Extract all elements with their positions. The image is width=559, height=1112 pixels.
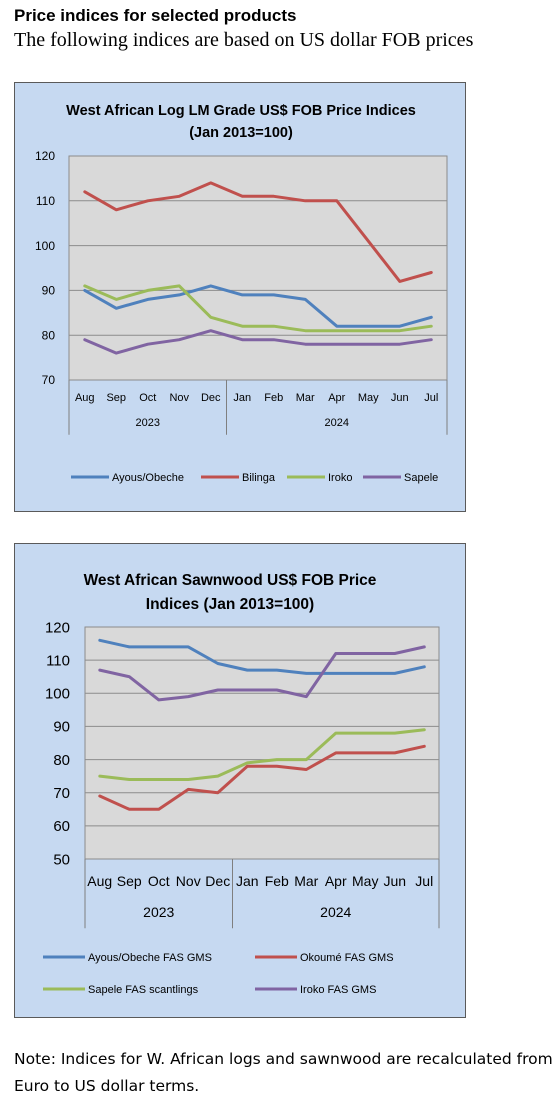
- x-tick-label: Nov: [169, 392, 189, 404]
- sawnwood-price-chart-svg: West African Sawnwood US$ FOB Price Indic…: [43, 572, 440, 996]
- series-line: [83, 284, 433, 333]
- y-tick-label: 60: [53, 818, 70, 835]
- legend-label: Ayous/Obeche: [112, 472, 184, 484]
- x-tick-label: Dec: [201, 392, 221, 404]
- y-tick-label: 80: [53, 752, 70, 769]
- series-line: [83, 284, 433, 328]
- x-tick-label: Feb: [265, 873, 289, 889]
- plot-area: [68, 155, 448, 381]
- y-tick-label: 110: [36, 194, 55, 208]
- x-tick-label: Feb: [264, 392, 283, 404]
- log-price-chart: West African Log LM Grade US$ FOB Price …: [14, 82, 466, 512]
- page-heading: Price indices for selected products: [14, 6, 297, 25]
- series-line: [98, 728, 426, 781]
- x-tick-label: Mar: [296, 392, 315, 404]
- legend-label: Ayous/Obeche FAS GMS: [88, 952, 212, 964]
- legend-label: Okoumé FAS GMS: [300, 952, 394, 964]
- series-line: [98, 744, 426, 811]
- plot-area: [84, 626, 440, 860]
- chart-subtitle: Indices (Jan 2013=100): [146, 596, 314, 613]
- series-line: [98, 638, 426, 675]
- legend-label: Iroko FAS GMS: [300, 984, 376, 996]
- y-tick-label: 70: [53, 785, 70, 802]
- x-tick-label: Apr: [325, 873, 347, 889]
- y-tick-label: 120: [35, 149, 55, 163]
- x-group-label: 2024: [320, 904, 351, 920]
- page-subheading: The following indices are based on US do…: [14, 29, 474, 51]
- sawnwood-price-chart: West African Sawnwood US$ FOB Price Indic…: [14, 543, 466, 1018]
- y-tick-label: 90: [53, 719, 70, 736]
- series-line: [98, 645, 426, 702]
- legend-label: Sapele FAS scantlings: [88, 984, 199, 996]
- y-tick-label: 70: [42, 373, 56, 387]
- chart-title: West African Sawnwood US$ FOB Price: [84, 572, 377, 589]
- x-tick-label: Mar: [294, 873, 318, 889]
- x-tick-label: Apr: [328, 392, 345, 404]
- x-tick-label: Jan: [233, 392, 251, 404]
- log-price-chart-svg: West African Log LM Grade US$ FOB Price …: [35, 103, 448, 484]
- x-tick-label: Nov: [176, 873, 201, 889]
- x-tick-label: Jun: [391, 392, 409, 404]
- x-tick-label: Sep: [117, 873, 142, 889]
- x-tick-label: Dec: [205, 873, 230, 889]
- x-tick-label: Jun: [383, 873, 406, 889]
- x-tick-label: Aug: [75, 392, 95, 404]
- legend-label: Sapele: [404, 472, 438, 484]
- y-tick-label: 100: [35, 239, 55, 253]
- x-group-label: 2024: [325, 417, 349, 429]
- y-tick-label: 90: [42, 284, 56, 298]
- x-tick-label: Sep: [106, 392, 126, 404]
- x-tick-label: May: [352, 873, 378, 889]
- legend-label: Iroko: [328, 472, 352, 484]
- x-tick-label: Oct: [139, 392, 156, 404]
- chart-subtitle: (Jan 2013=100): [189, 125, 293, 141]
- x-tick-label: Jul: [424, 392, 438, 404]
- chart-title: West African Log LM Grade US$ FOB Price …: [66, 103, 416, 119]
- y-tick-label: 120: [45, 619, 70, 636]
- x-tick-label: May: [358, 392, 379, 404]
- x-tick-label: Oct: [148, 873, 170, 889]
- y-tick-label: 110: [46, 652, 70, 669]
- x-group-label: 2023: [136, 417, 160, 429]
- x-tick-label: Jan: [236, 873, 259, 889]
- y-tick-label: 80: [42, 328, 56, 342]
- series-line: [83, 329, 433, 355]
- x-tick-label: Aug: [87, 873, 112, 889]
- series-line: [83, 181, 433, 283]
- y-tick-label: 100: [45, 686, 70, 703]
- x-group-label: 2023: [143, 904, 174, 920]
- legend-label: Bilinga: [242, 472, 276, 484]
- y-tick-label: 50: [53, 851, 70, 868]
- footnote: Note: Indices for W. African logs and sa…: [14, 1050, 553, 1095]
- x-tick-label: Jul: [415, 873, 433, 889]
